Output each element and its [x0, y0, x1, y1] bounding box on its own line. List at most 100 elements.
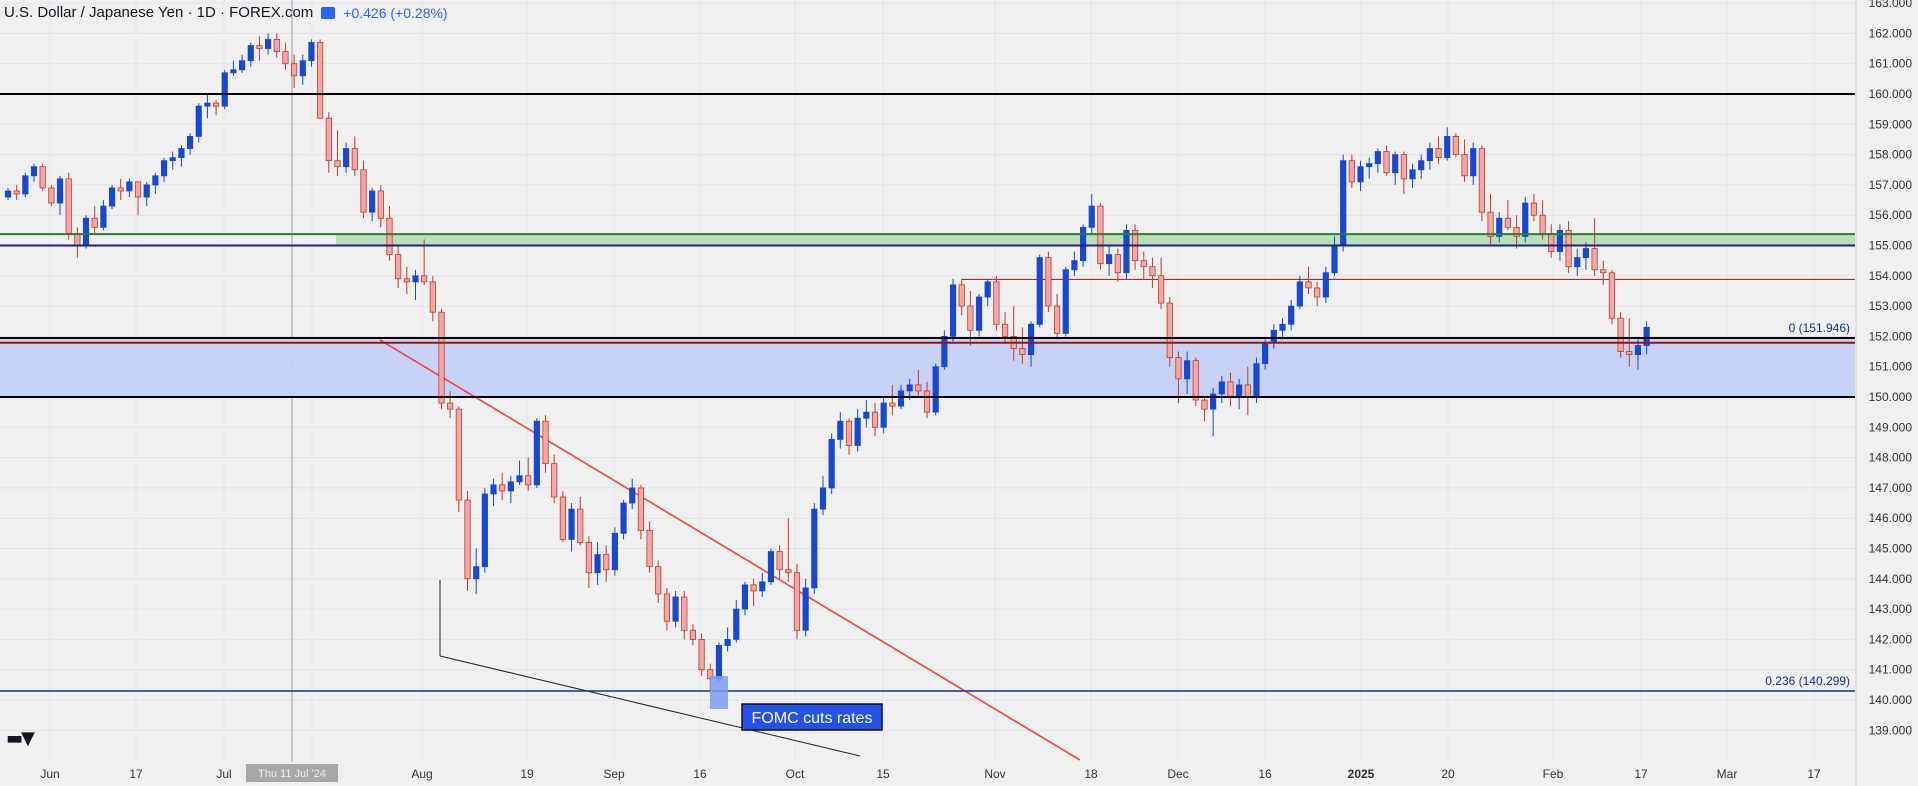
fib-label: 0 (151.946)	[1789, 321, 1850, 335]
candle-body	[1426, 148, 1433, 162]
symbol-title[interactable]: U.S. Dollar / Japanese Yen · 1D · FOREX.…	[4, 4, 314, 21]
x-tick-label: 15	[876, 767, 890, 781]
candle-body	[629, 487, 636, 504]
candle-body	[1027, 323, 1035, 355]
x-tick-label: 20	[1441, 767, 1455, 781]
candle-body	[525, 475, 532, 486]
candle-body	[568, 508, 575, 540]
candle-body	[447, 402, 454, 410]
candle-body	[204, 102, 211, 107]
candle-body	[611, 532, 618, 571]
candle-body	[715, 645, 723, 680]
candle-body	[1184, 360, 1191, 380]
candle-body	[1270, 329, 1277, 343]
candle-body	[1088, 205, 1095, 228]
candle-body	[1071, 260, 1078, 271]
candle-body	[594, 554, 601, 574]
candle-body	[152, 175, 159, 186]
candle-body	[1296, 281, 1303, 307]
candle-body	[906, 384, 913, 392]
fomc-label-box	[741, 703, 883, 731]
candle-body	[1288, 305, 1295, 325]
candle-body	[265, 39, 272, 49]
candle-body	[620, 502, 627, 534]
candle-body	[1435, 148, 1442, 159]
y-tick-label: 152.000	[1869, 329, 1913, 343]
candle-body	[1626, 351, 1633, 355]
candle-body	[819, 487, 827, 510]
candle-body	[1400, 154, 1407, 180]
candle-body	[698, 639, 705, 671]
y-tick-label: 142.000	[1869, 632, 1913, 646]
x-tick-label: 17	[129, 767, 143, 781]
fib-label: 0.236 (140.299)	[1765, 674, 1850, 688]
crosshair-date-label: Thu 11 Jul '24	[258, 768, 326, 780]
candle-body	[403, 278, 410, 283]
candle-body	[160, 160, 168, 177]
candle-body	[386, 217, 393, 255]
candle-body	[499, 484, 506, 492]
candle-body	[221, 72, 228, 107]
candle-body	[325, 117, 332, 162]
candle-body	[239, 60, 246, 71]
candle-body	[1279, 323, 1286, 331]
candle-body	[1608, 272, 1616, 319]
candle-body	[1114, 254, 1121, 274]
tradingview-logo-icon[interactable]: ▬▼	[6, 728, 35, 749]
x-tick-label: 17	[1807, 767, 1821, 781]
candle-body	[1409, 169, 1416, 180]
candle-body	[1149, 266, 1156, 277]
candle-body	[551, 463, 558, 498]
candle-body	[108, 187, 116, 207]
y-tick-label: 158.000	[1869, 148, 1913, 162]
candle-body	[733, 608, 740, 640]
y-axis-panel	[1856, 0, 1918, 786]
candles	[4, 33, 1650, 691]
candle-body	[559, 496, 566, 540]
candle-body	[1340, 160, 1347, 246]
candle-body	[82, 217, 90, 246]
y-tick-label: 139.000	[1869, 723, 1913, 737]
candle-body	[395, 254, 402, 280]
candle-body	[464, 499, 471, 580]
candle-body	[421, 275, 428, 283]
x-axis[interactable]: Jun17Jul15Aug19Sep16Oct15Nov18Dec1620252…	[40, 764, 1821, 782]
x-tick-label: Aug	[411, 767, 432, 781]
y-tick-label: 149.000	[1869, 420, 1913, 434]
candle-body	[854, 417, 861, 446]
candle-body	[343, 148, 350, 168]
candle-body	[1565, 229, 1572, 268]
x-tick-label: Jun	[40, 767, 59, 781]
candle-body	[941, 335, 948, 368]
candle-body	[56, 178, 64, 204]
x-tick-label: Oct	[786, 767, 805, 781]
candle-body	[1244, 384, 1251, 398]
candle-body	[134, 181, 142, 198]
y-tick-label: 140.000	[1869, 693, 1913, 707]
candle-body	[1591, 248, 1598, 271]
candle-body	[767, 551, 775, 583]
candle-body	[473, 566, 480, 580]
candle-body	[967, 305, 974, 331]
candle-body	[811, 508, 818, 589]
candle-body	[863, 411, 870, 419]
candle-body	[880, 402, 887, 428]
candle-body	[351, 148, 358, 171]
candle-body	[516, 475, 523, 483]
candle-body	[1470, 148, 1477, 177]
trendline-resistance	[379, 339, 1081, 761]
candle-body	[1643, 326, 1650, 346]
x-tick-label: Jul	[216, 767, 231, 781]
x-tick-label: 19	[520, 767, 534, 781]
candle-body	[741, 584, 749, 610]
flag-icon	[321, 6, 336, 19]
candle-body	[412, 275, 419, 283]
x-tick-label: Sep	[603, 767, 625, 781]
candle-body	[603, 554, 610, 571]
candle-body	[663, 593, 671, 622]
candle-body	[1496, 217, 1503, 237]
candle-body	[958, 284, 965, 307]
y-axis[interactable]: 139.000 140.000 141.000 142.000 143.000 144.0…	[1855, 0, 1918, 786]
candle-body	[776, 551, 783, 571]
